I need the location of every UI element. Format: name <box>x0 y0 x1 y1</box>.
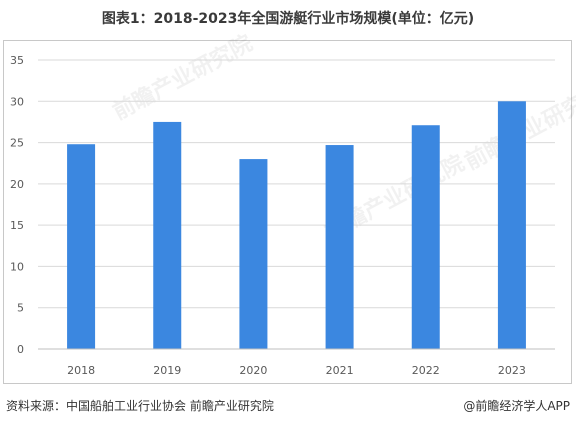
y-tick-label: 35 <box>10 54 24 67</box>
bar-2022 <box>411 125 440 349</box>
y-tick-label: 0 <box>17 343 24 356</box>
bars <box>67 101 526 350</box>
x-tick-label: 2019 <box>153 364 181 377</box>
bar-2020 <box>239 159 268 349</box>
y-tick-label: 15 <box>10 219 24 232</box>
gridlines <box>38 59 555 309</box>
y-tick-label: 10 <box>10 260 24 273</box>
y-tick-label: 5 <box>17 302 24 315</box>
y-tick-label: 30 <box>10 95 24 108</box>
x-tick-label: 2021 <box>326 364 354 377</box>
bar-2021 <box>325 145 354 349</box>
chart-title: 图表1：2018-2023年全国游艇行业市场规模(单位：亿元) <box>101 11 475 27</box>
x-tick-label: 2020 <box>239 364 267 377</box>
y-tick-label: 25 <box>10 137 24 150</box>
x-tick-label: 2023 <box>498 364 526 377</box>
x-tick-label: 2022 <box>412 364 440 377</box>
source-note: 资料来源：中国船舶工业行业协会 前瞻产业研究院 <box>6 399 274 413</box>
x-axis-tick-labels: 2018 2019 2020 2021 2022 2023 <box>67 364 526 377</box>
watermark-text: 前瞻产业研究院 <box>109 30 257 125</box>
y-axis-tick-labels: 0 5 10 15 20 25 30 35 <box>10 54 24 356</box>
bar-2019 <box>153 121 182 349</box>
y-tick-label: 20 <box>10 178 24 191</box>
x-tick-label: 2018 <box>67 364 95 377</box>
bar-2018 <box>67 144 96 349</box>
chart-frame <box>3 40 572 384</box>
bar-2023 <box>497 101 526 350</box>
credit-note: @前瞻经济学人APP <box>463 399 570 413</box>
